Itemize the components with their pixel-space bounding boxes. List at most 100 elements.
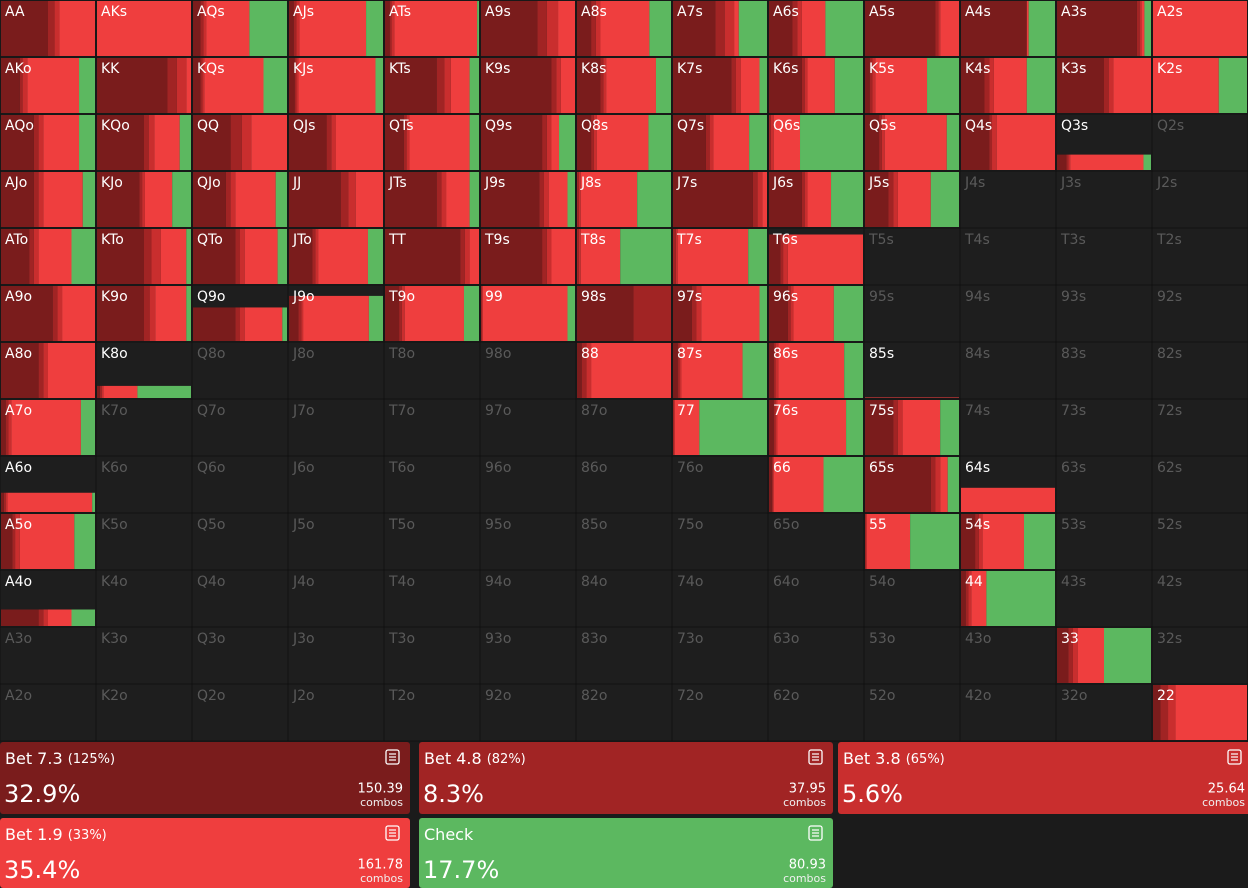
hand-cell[interactable]: K7s bbox=[671, 56, 769, 115]
hand-cell[interactable]: K9o bbox=[95, 284, 193, 343]
hand-cell[interactable]: 73s bbox=[1055, 398, 1153, 457]
hand-cell[interactable]: 75o bbox=[671, 512, 769, 571]
hand-cell[interactable]: QTs bbox=[383, 113, 481, 172]
hand-cell[interactable]: 83o bbox=[575, 626, 673, 685]
hand-cell[interactable]: 62s bbox=[1151, 455, 1248, 514]
hand-cell[interactable]: 53o bbox=[863, 626, 961, 685]
hand-cell[interactable]: 72s bbox=[1151, 398, 1248, 457]
hand-cell[interactable]: A3s bbox=[1055, 0, 1153, 58]
hand-cell[interactable]: Q6s bbox=[767, 113, 865, 172]
hand-cell[interactable]: A5o bbox=[0, 512, 97, 571]
hand-cell[interactable]: Q8s bbox=[575, 113, 673, 172]
hand-cell[interactable]: A7o bbox=[0, 398, 97, 457]
hand-cell[interactable]: 43o bbox=[959, 626, 1057, 685]
hand-cell[interactable]: K7o bbox=[95, 398, 193, 457]
hand-cell[interactable]: A9s bbox=[479, 0, 577, 58]
hand-cell[interactable]: 42s bbox=[1151, 569, 1248, 628]
hand-cell[interactable]: Q6o bbox=[191, 455, 289, 514]
hand-cell[interactable]: KTs bbox=[383, 56, 481, 115]
hand-cell[interactable]: 84s bbox=[959, 341, 1057, 400]
hand-cell[interactable]: 75s bbox=[863, 398, 961, 457]
hand-cell[interactable]: Q7o bbox=[191, 398, 289, 457]
hand-cell[interactable]: A6s bbox=[767, 0, 865, 58]
hand-cell[interactable]: K2o bbox=[95, 683, 193, 742]
hand-cell[interactable]: J4s bbox=[959, 170, 1057, 229]
hand-cell[interactable]: 63o bbox=[767, 626, 865, 685]
hand-cell[interactable]: Q3o bbox=[191, 626, 289, 685]
hand-cell[interactable]: AKs bbox=[95, 0, 193, 58]
hand-cell[interactable]: Q7s bbox=[671, 113, 769, 172]
hand-cell[interactable]: KQo bbox=[95, 113, 193, 172]
notes-icon[interactable] bbox=[1227, 749, 1242, 765]
hand-cell[interactable]: A4o bbox=[0, 569, 97, 628]
notes-icon[interactable] bbox=[808, 749, 823, 765]
notes-icon[interactable] bbox=[385, 749, 400, 765]
hand-cell[interactable]: Q4o bbox=[191, 569, 289, 628]
hand-cell[interactable]: 55 bbox=[863, 512, 961, 571]
hand-cell[interactable]: 96s bbox=[767, 284, 865, 343]
hand-cell[interactable]: 96o bbox=[479, 455, 577, 514]
hand-cell[interactable]: A4s bbox=[959, 0, 1057, 58]
hand-cell[interactable]: 93o bbox=[479, 626, 577, 685]
hand-cell[interactable]: T8o bbox=[383, 341, 481, 400]
hand-cell[interactable]: T5s bbox=[863, 227, 961, 286]
hand-cell[interactable]: K6s bbox=[767, 56, 865, 115]
hand-cell[interactable]: Q5o bbox=[191, 512, 289, 571]
hand-cell[interactable]: K3s bbox=[1055, 56, 1153, 115]
hand-cell[interactable]: Q9s bbox=[479, 113, 577, 172]
hand-cell[interactable]: 82s bbox=[1151, 341, 1248, 400]
hand-cell[interactable]: 72o bbox=[671, 683, 769, 742]
hand-cell[interactable]: T7o bbox=[383, 398, 481, 457]
hand-cell[interactable]: J6o bbox=[287, 455, 385, 514]
hand-cell[interactable]: 77 bbox=[671, 398, 769, 457]
hand-cell[interactable]: Q3s bbox=[1055, 113, 1153, 172]
hand-cell[interactable]: AJo bbox=[0, 170, 97, 229]
hand-cell[interactable]: J6s bbox=[767, 170, 865, 229]
hand-cell[interactable]: 86o bbox=[575, 455, 673, 514]
hand-cell[interactable]: 64s bbox=[959, 455, 1057, 514]
hand-cell[interactable]: A9o bbox=[0, 284, 97, 343]
hand-cell[interactable]: J9o bbox=[287, 284, 385, 343]
hand-cell[interactable]: 97o bbox=[479, 398, 577, 457]
hand-cell[interactable]: 42o bbox=[959, 683, 1057, 742]
hand-cell[interactable]: 73o bbox=[671, 626, 769, 685]
hand-cell[interactable]: 65s bbox=[863, 455, 961, 514]
hand-cell[interactable]: J2s bbox=[1151, 170, 1248, 229]
hand-cell[interactable]: K3o bbox=[95, 626, 193, 685]
hand-cell[interactable]: 85o bbox=[575, 512, 673, 571]
hand-cell[interactable]: A8o bbox=[0, 341, 97, 400]
hand-cell[interactable]: Q9o bbox=[191, 284, 289, 343]
hand-cell[interactable]: 53s bbox=[1055, 512, 1153, 571]
hand-cell[interactable]: 87o bbox=[575, 398, 673, 457]
hand-cell[interactable]: 52o bbox=[863, 683, 961, 742]
hand-cell[interactable]: 44 bbox=[959, 569, 1057, 628]
hand-cell[interactable]: T6o bbox=[383, 455, 481, 514]
hand-cell[interactable]: 95o bbox=[479, 512, 577, 571]
hand-cell[interactable]: J4o bbox=[287, 569, 385, 628]
hand-cell[interactable]: A8s bbox=[575, 0, 673, 58]
hand-cell[interactable]: QQ bbox=[191, 113, 289, 172]
hand-cell[interactable]: ATs bbox=[383, 0, 481, 58]
hand-cell[interactable]: T9o bbox=[383, 284, 481, 343]
hand-cell[interactable]: ATo bbox=[0, 227, 97, 286]
hand-cell[interactable]: K9s bbox=[479, 56, 577, 115]
notes-icon[interactable] bbox=[808, 825, 823, 841]
hand-cell[interactable]: T5o bbox=[383, 512, 481, 571]
hand-cell[interactable]: KJs bbox=[287, 56, 385, 115]
hand-cell[interactable]: JTs bbox=[383, 170, 481, 229]
hand-cell[interactable]: 92o bbox=[479, 683, 577, 742]
hand-cell[interactable]: K2s bbox=[1151, 56, 1248, 115]
hand-cell[interactable]: 65o bbox=[767, 512, 865, 571]
hand-cell[interactable]: 87s bbox=[671, 341, 769, 400]
hand-cell[interactable]: T4o bbox=[383, 569, 481, 628]
hand-cell[interactable]: KK bbox=[95, 56, 193, 115]
hand-cell[interactable]: 76o bbox=[671, 455, 769, 514]
hand-cell[interactable]: 86s bbox=[767, 341, 865, 400]
notes-icon[interactable] bbox=[385, 825, 400, 841]
hand-cell[interactable]: 88 bbox=[575, 341, 673, 400]
hand-cell[interactable]: T9s bbox=[479, 227, 577, 286]
hand-cell[interactable]: 83s bbox=[1055, 341, 1153, 400]
